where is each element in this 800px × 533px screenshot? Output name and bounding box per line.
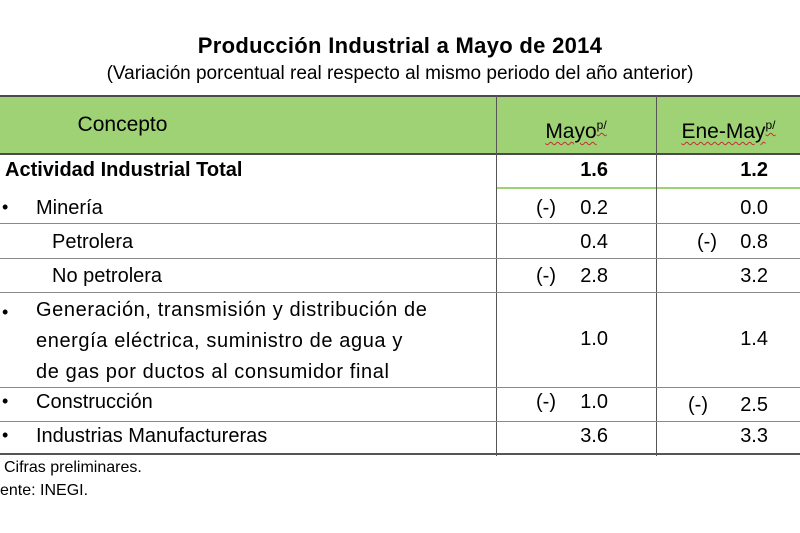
- mayo-value: 3.6: [580, 425, 608, 447]
- page-title: Producción Industrial a Mayo de 2014: [197, 33, 603, 58]
- mayo-value: 1.6: [580, 159, 608, 181]
- bullet-icon: •: [2, 391, 9, 411]
- footnote-source: ente: INEGI.: [0, 482, 89, 499]
- table-header: Concepto Mayop/ Ene-Mayp/: [0, 95, 800, 155]
- table-row: • Generación, transmisión y distribución…: [0, 295, 800, 387]
- negative-marker: (-): [536, 265, 556, 287]
- bullet-icon: •: [2, 197, 9, 217]
- ene-may-value: 1.4: [740, 328, 768, 350]
- row-divider: [0, 421, 800, 422]
- total-underline: [497, 187, 656, 189]
- table-row: No petrolera (-) 2.8 3.2: [0, 265, 800, 291]
- table-row-total: Actividad Industrial Total 1.6 1.2: [0, 159, 800, 187]
- row-label: Minería: [36, 197, 103, 219]
- table-bottom-line: [0, 453, 800, 455]
- ene-may-value: 0.0: [740, 197, 768, 219]
- data-table: Concepto Mayop/ Ene-Mayp/ Actividad Indu…: [0, 95, 800, 456]
- table-row: Petrolera 0.4 (-) 0.8: [0, 231, 800, 257]
- row-label: Actividad Industrial Total: [5, 159, 243, 181]
- row-label-line: de gas por ductos al consumidor final: [36, 361, 390, 383]
- bullet-icon: •: [2, 302, 9, 322]
- row-divider: [0, 387, 800, 388]
- column-divider: [496, 95, 497, 456]
- total-underline: [657, 187, 800, 189]
- negative-marker: (-): [536, 197, 556, 219]
- bullet-icon: •: [2, 425, 9, 445]
- mayo-value: 0.2: [580, 197, 608, 219]
- negative-marker: (-): [536, 391, 556, 413]
- mayo-value: 2.8: [580, 265, 608, 287]
- header-mayo-label: Mayo: [545, 120, 597, 143]
- row-label: Petrolera: [52, 231, 134, 253]
- row-label: Construcción: [36, 391, 153, 413]
- table-row: • Minería (-) 0.2 0.0: [0, 197, 800, 223]
- header-mayo: Mayop/: [497, 97, 655, 153]
- ene-may-value: 3.2: [740, 265, 768, 287]
- row-divider: [0, 258, 800, 259]
- header-ene-may-sup: p/: [765, 118, 776, 132]
- ene-may-value: 0.8: [740, 231, 768, 253]
- mayo-value: 1.0: [580, 391, 608, 413]
- table-row: • Industrias Manufactureras 3.6 3.3: [0, 425, 800, 451]
- header-ene-may-label: Ene-May: [681, 120, 766, 143]
- row-divider: [0, 292, 800, 293]
- row-label-line: Generación, transmisión y distribución d…: [36, 299, 428, 321]
- header-concepto: Concepto: [77, 113, 168, 136]
- mayo-value: 0.4: [580, 231, 608, 253]
- header-ene-may: Ene-Mayp/: [657, 97, 800, 153]
- footnote-preliminary: Cifras preliminares.: [4, 459, 142, 476]
- ene-may-value: 3.3: [740, 425, 768, 447]
- header-mayo-sup: p/: [596, 118, 607, 132]
- ene-may-value: 1.2: [740, 159, 768, 181]
- mayo-value: 1.0: [580, 328, 608, 350]
- negative-marker: (-): [688, 394, 708, 416]
- ene-may-value: 2.5: [740, 394, 768, 416]
- column-divider: [656, 95, 657, 456]
- page-subtitle: (Variación porcentual real respecto al m…: [106, 63, 694, 84]
- table-row: • Construcción (-) 1.0 (-) 2.5: [0, 391, 800, 419]
- row-divider: [0, 223, 800, 224]
- row-label-line: energía eléctrica, suministro de agua y: [36, 330, 403, 352]
- row-label: No petrolera: [52, 265, 163, 287]
- row-label: Industrias Manufactureras: [36, 425, 268, 447]
- negative-marker: (-): [697, 231, 717, 253]
- row-label-multiline: Generación, transmisión y distribución d…: [36, 295, 427, 388]
